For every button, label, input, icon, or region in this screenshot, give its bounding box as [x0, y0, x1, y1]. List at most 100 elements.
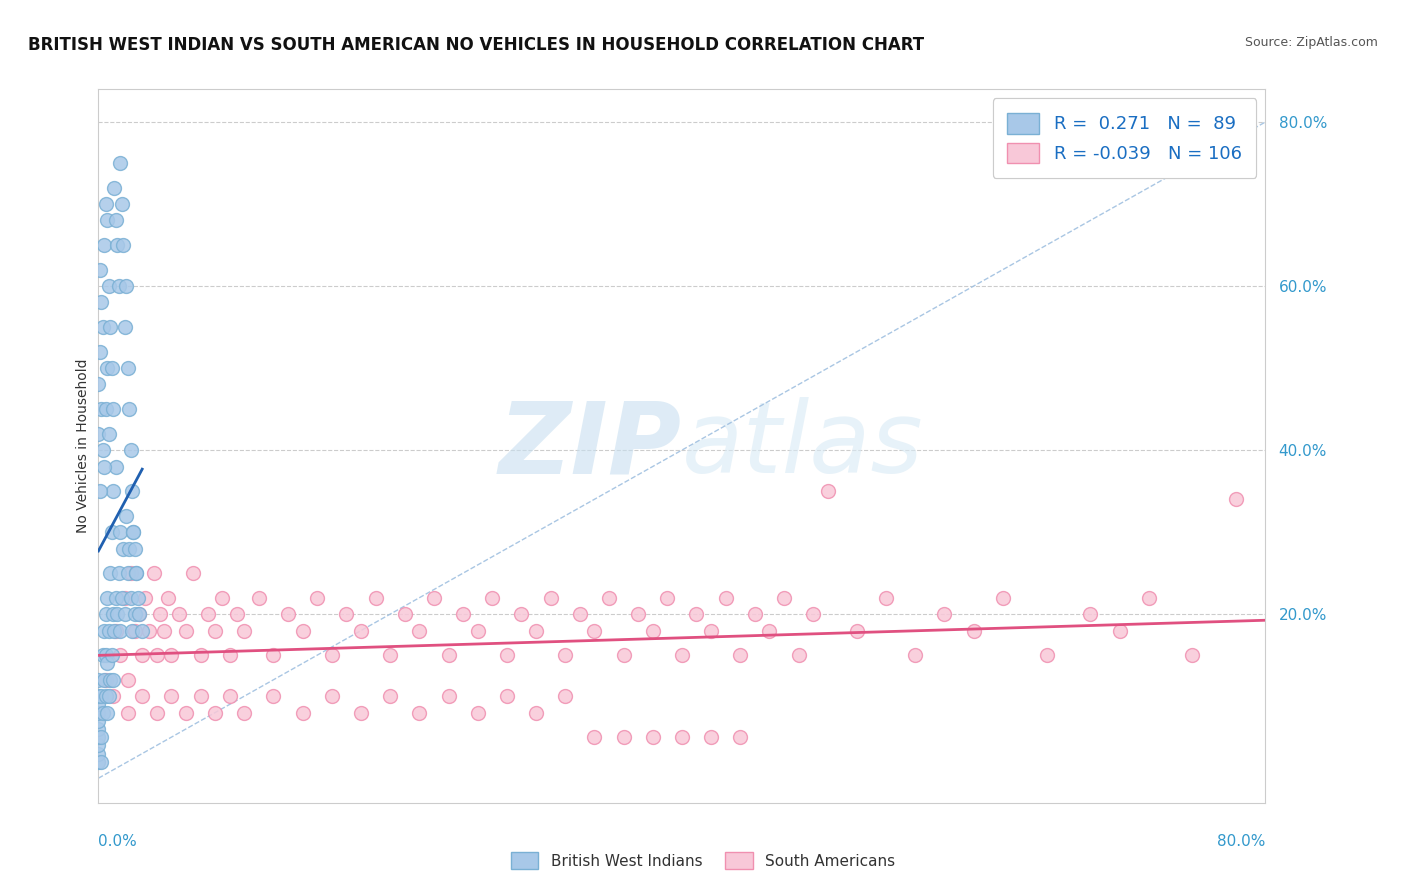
Point [125, 566, 148, 581]
Point [612, 730, 634, 744]
Point [97, 426, 120, 441]
Point [218, 689, 240, 703]
Point [114, 591, 136, 605]
Point [174, 706, 197, 720]
Point [91, 706, 114, 720]
Point [98, 673, 121, 687]
Point [437, 689, 460, 703]
Legend: British West Indians, South Americans: British West Indians, South Americans [505, 846, 901, 875]
Point [233, 706, 256, 720]
Point [93, 459, 115, 474]
Point [124, 607, 146, 622]
Point [90, 730, 112, 744]
Point [87, 706, 110, 720]
Point [90, 689, 112, 703]
Point [481, 591, 503, 605]
Point [87, 426, 110, 441]
Point [451, 607, 474, 622]
Point [364, 591, 387, 605]
Point [91, 320, 114, 334]
Point [128, 607, 150, 622]
Point [134, 591, 156, 605]
Point [174, 624, 197, 638]
Point [115, 279, 138, 293]
Point [671, 648, 693, 662]
Point [554, 689, 576, 703]
Point [657, 591, 679, 605]
Point [105, 607, 128, 622]
Point [1080, 607, 1102, 622]
Point [124, 624, 146, 638]
Point [103, 624, 125, 638]
Point [108, 279, 131, 293]
Point [467, 706, 489, 720]
Point [233, 624, 256, 638]
Point [991, 591, 1014, 605]
Point [93, 673, 115, 687]
Point [160, 689, 183, 703]
Point [934, 607, 956, 622]
Point [641, 624, 664, 638]
Point [94, 648, 117, 662]
Point [87, 747, 110, 761]
Point [101, 607, 124, 622]
Point [262, 648, 284, 662]
Point [120, 443, 142, 458]
Point [568, 607, 591, 622]
Point [114, 320, 136, 334]
Point [111, 591, 134, 605]
Point [962, 624, 984, 638]
Point [321, 648, 343, 662]
Point [496, 689, 519, 703]
Point [758, 624, 780, 638]
Point [247, 591, 270, 605]
Point [524, 706, 547, 720]
Point [167, 607, 190, 622]
Point [291, 706, 314, 720]
Point [117, 673, 139, 687]
Point [612, 648, 634, 662]
Point [583, 730, 606, 744]
Point [787, 648, 810, 662]
Point [98, 320, 121, 334]
Point [335, 607, 357, 622]
Point [350, 624, 373, 638]
Point [121, 484, 143, 499]
Point [101, 402, 124, 417]
Point [110, 648, 132, 662]
Point [94, 607, 117, 622]
Point [87, 377, 110, 392]
Point [87, 673, 110, 687]
Point [93, 624, 115, 638]
Point [101, 689, 124, 703]
Point [112, 238, 135, 252]
Point [307, 591, 329, 605]
Point [131, 624, 153, 638]
Point [100, 648, 122, 662]
Point [87, 730, 110, 744]
Point [875, 591, 897, 605]
Point [131, 648, 153, 662]
Point [118, 402, 141, 417]
Point [554, 648, 576, 662]
Y-axis label: No Vehicles in Household: No Vehicles in Household [76, 359, 90, 533]
Point [350, 706, 373, 720]
Point [94, 689, 117, 703]
Point [101, 484, 124, 499]
Point [277, 607, 299, 622]
Point [87, 714, 110, 728]
Point [120, 591, 142, 605]
Point [204, 624, 226, 638]
Point [157, 591, 180, 605]
Point [730, 730, 752, 744]
Point [1035, 648, 1057, 662]
Point [117, 566, 139, 581]
Point [122, 525, 145, 540]
Point [598, 591, 620, 605]
Point [89, 484, 111, 499]
Point [104, 213, 127, 227]
Point [90, 402, 112, 417]
Point [87, 755, 110, 769]
Point [104, 624, 127, 638]
Point [87, 739, 110, 753]
